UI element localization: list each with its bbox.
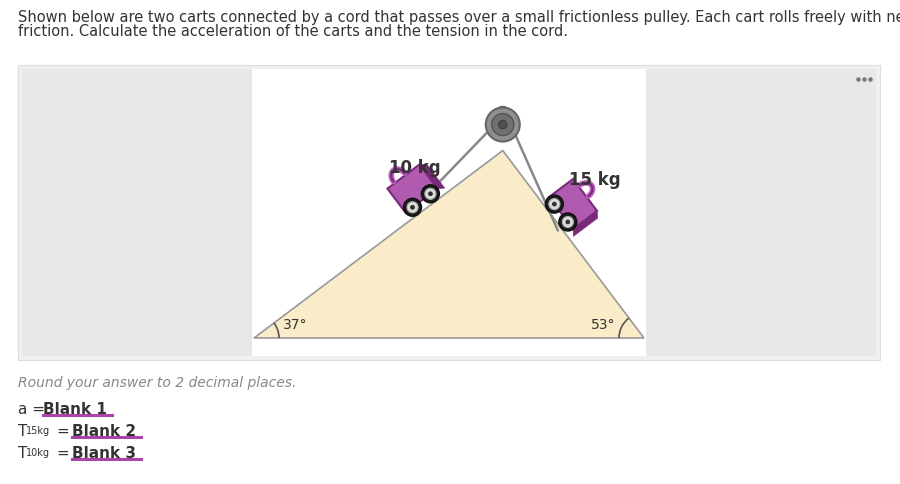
Bar: [22, 69, 252, 356]
Circle shape: [403, 198, 421, 216]
Bar: [646, 69, 876, 356]
Text: 37°: 37°: [283, 318, 308, 332]
Text: a =: a =: [18, 402, 50, 417]
Circle shape: [428, 192, 432, 196]
Circle shape: [566, 220, 570, 224]
Polygon shape: [419, 164, 445, 188]
Text: 15kg: 15kg: [26, 426, 50, 436]
Polygon shape: [549, 179, 597, 229]
Text: T: T: [18, 446, 27, 461]
Text: T: T: [18, 424, 27, 439]
Text: =: =: [57, 446, 75, 461]
Circle shape: [491, 114, 514, 136]
Polygon shape: [387, 165, 437, 212]
Text: Round your answer to 2 decimal places.: Round your answer to 2 decimal places.: [18, 376, 296, 390]
Circle shape: [553, 202, 556, 206]
Circle shape: [545, 195, 563, 213]
Text: friction. Calculate the acceleration of the carts and the tension in the cord.: friction. Calculate the acceleration of …: [18, 24, 568, 39]
Circle shape: [499, 121, 507, 129]
Text: 53°: 53°: [591, 318, 616, 332]
Text: Blank 1: Blank 1: [43, 402, 107, 417]
Text: 10kg: 10kg: [26, 448, 50, 458]
Polygon shape: [254, 151, 644, 338]
Bar: [18, 65, 880, 360]
Circle shape: [549, 198, 560, 210]
Text: Shown below are two carts connected by a cord that passes over a small frictionl: Shown below are two carts connected by a…: [18, 10, 900, 25]
Polygon shape: [573, 211, 598, 236]
Circle shape: [407, 202, 418, 213]
Circle shape: [410, 205, 415, 209]
Text: =: =: [57, 424, 75, 439]
Text: 15 kg: 15 kg: [569, 171, 620, 189]
Text: Blank 2: Blank 2: [72, 424, 136, 439]
Circle shape: [425, 188, 436, 199]
Circle shape: [421, 185, 439, 203]
Text: Blank 3: Blank 3: [72, 446, 136, 461]
Circle shape: [562, 216, 573, 227]
Circle shape: [486, 107, 519, 141]
Circle shape: [559, 213, 577, 231]
Polygon shape: [493, 106, 513, 135]
Bar: [252, 69, 646, 356]
Text: 10 kg: 10 kg: [389, 159, 440, 177]
